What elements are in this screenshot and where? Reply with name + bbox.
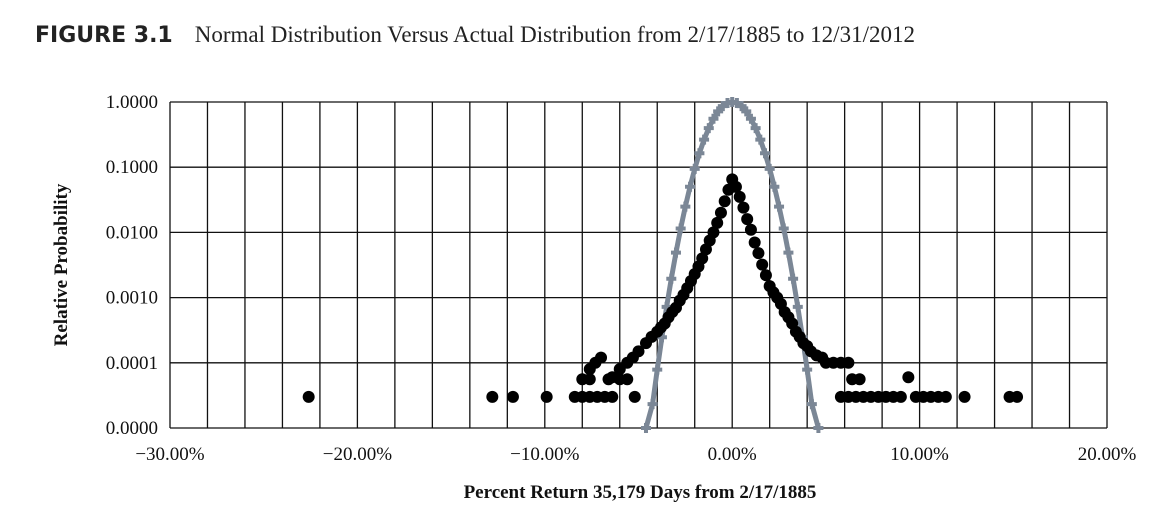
normal-distribution-point [640,423,651,433]
actual-distribution-point [1011,390,1024,403]
data-marks [302,97,1024,433]
actual-distribution-point [737,201,750,214]
actual-distribution-point [606,390,619,403]
x-tick-label: −30.00% [135,444,204,465]
normal-distribution-point [759,148,770,159]
actual-distribution-point [902,371,915,384]
actual-distribution-point [842,356,855,369]
actual-distribution-point [711,216,724,229]
actual-distribution-point [583,373,596,386]
x-axis-label: Percent Return 35,179 Days from 2/17/188… [464,482,817,503]
normal-distribution-point [694,148,705,159]
actual-distribution-point [714,206,727,219]
normal-distribution-point [774,201,785,212]
actual-distribution-point [621,373,634,386]
figure-title: FIGURE 3.1 Normal Distribution Versus Act… [35,22,915,48]
normal-distribution-point [685,181,696,192]
actual-distribution-point [639,337,652,350]
normal-distribution-point [675,223,686,234]
actual-distribution-point [958,390,971,403]
normal-distribution-point [699,134,710,145]
actual-distribution-point [718,195,731,208]
y-tick-label: 0.0000 [106,418,158,439]
grid [169,101,1108,429]
actual-distribution-point [752,247,765,260]
y-tick-label: 0.0100 [106,222,158,243]
actual-distribution-point [939,390,952,403]
actual-distribution-point [602,373,615,386]
actual-distribution-point [759,269,772,282]
normal-distribution-point [778,223,789,234]
normal-distribution-point [647,399,658,410]
actual-distribution-point [506,390,519,403]
y-axis-label: Relative Probability [51,183,72,346]
actual-distribution-point [302,390,315,403]
normal-distribution-point [783,247,794,258]
normal-distribution-point [703,123,714,134]
normal-distribution-point [813,423,824,433]
y-tick-label: 1.0000 [106,92,158,113]
x-tick-label: 0.00% [708,444,757,465]
normal-distribution-point [755,134,766,145]
normal-distribution-point [745,113,756,124]
normal-distribution-point [670,247,681,258]
actual-distribution-point [894,390,907,403]
actual-distribution-point [748,236,761,249]
normal-distribution-point [806,399,817,410]
normal-distribution-point [792,301,803,312]
normal-distribution-point [750,123,761,134]
normal-distribution-point [652,364,663,375]
actual-distribution-point [613,363,626,376]
normal-distribution-point [666,273,677,284]
actual-distribution-point [733,190,746,203]
normal-distribution-point [769,181,780,192]
normal-distribution-point [680,201,691,212]
normal-distribution-point [802,364,813,375]
actual-distribution-point [853,373,866,386]
chart-title: Normal Distribution Versus Actual Distri… [194,22,915,47]
x-tick-label: −20.00% [323,444,392,465]
y-tick-label: 0.0001 [106,353,158,374]
normal-distribution-point [689,163,700,174]
normal-distribution-point [708,113,719,124]
actual-distribution-point [699,243,712,256]
normal-distribution-point [788,273,799,284]
x-tick-label: 10.00% [890,444,949,465]
actual-distribution-point [583,363,596,376]
tick-labels: −30.00% −20.00% −10.00% 0.00% 10.00% 20.00% 1.… [106,92,1137,465]
y-tick-label: 0.1000 [106,157,158,178]
actual-distribution-point [744,223,757,236]
normal-distribution-point [764,163,775,174]
y-tick-label: 0.0010 [106,288,158,309]
x-tick-label: 20.00% [1078,444,1137,465]
actual-distribution-point [540,390,553,403]
actual-distribution-point [729,180,742,193]
figure-number: FIGURE 3.1 [35,23,173,48]
actual-distribution-point [486,390,499,403]
actual-distribution-point [756,258,769,271]
actual-distribution-point [628,390,641,403]
actual-distribution-point [741,213,754,226]
normal-distribution-point [741,106,752,117]
x-tick-label: −10.00% [510,444,579,465]
